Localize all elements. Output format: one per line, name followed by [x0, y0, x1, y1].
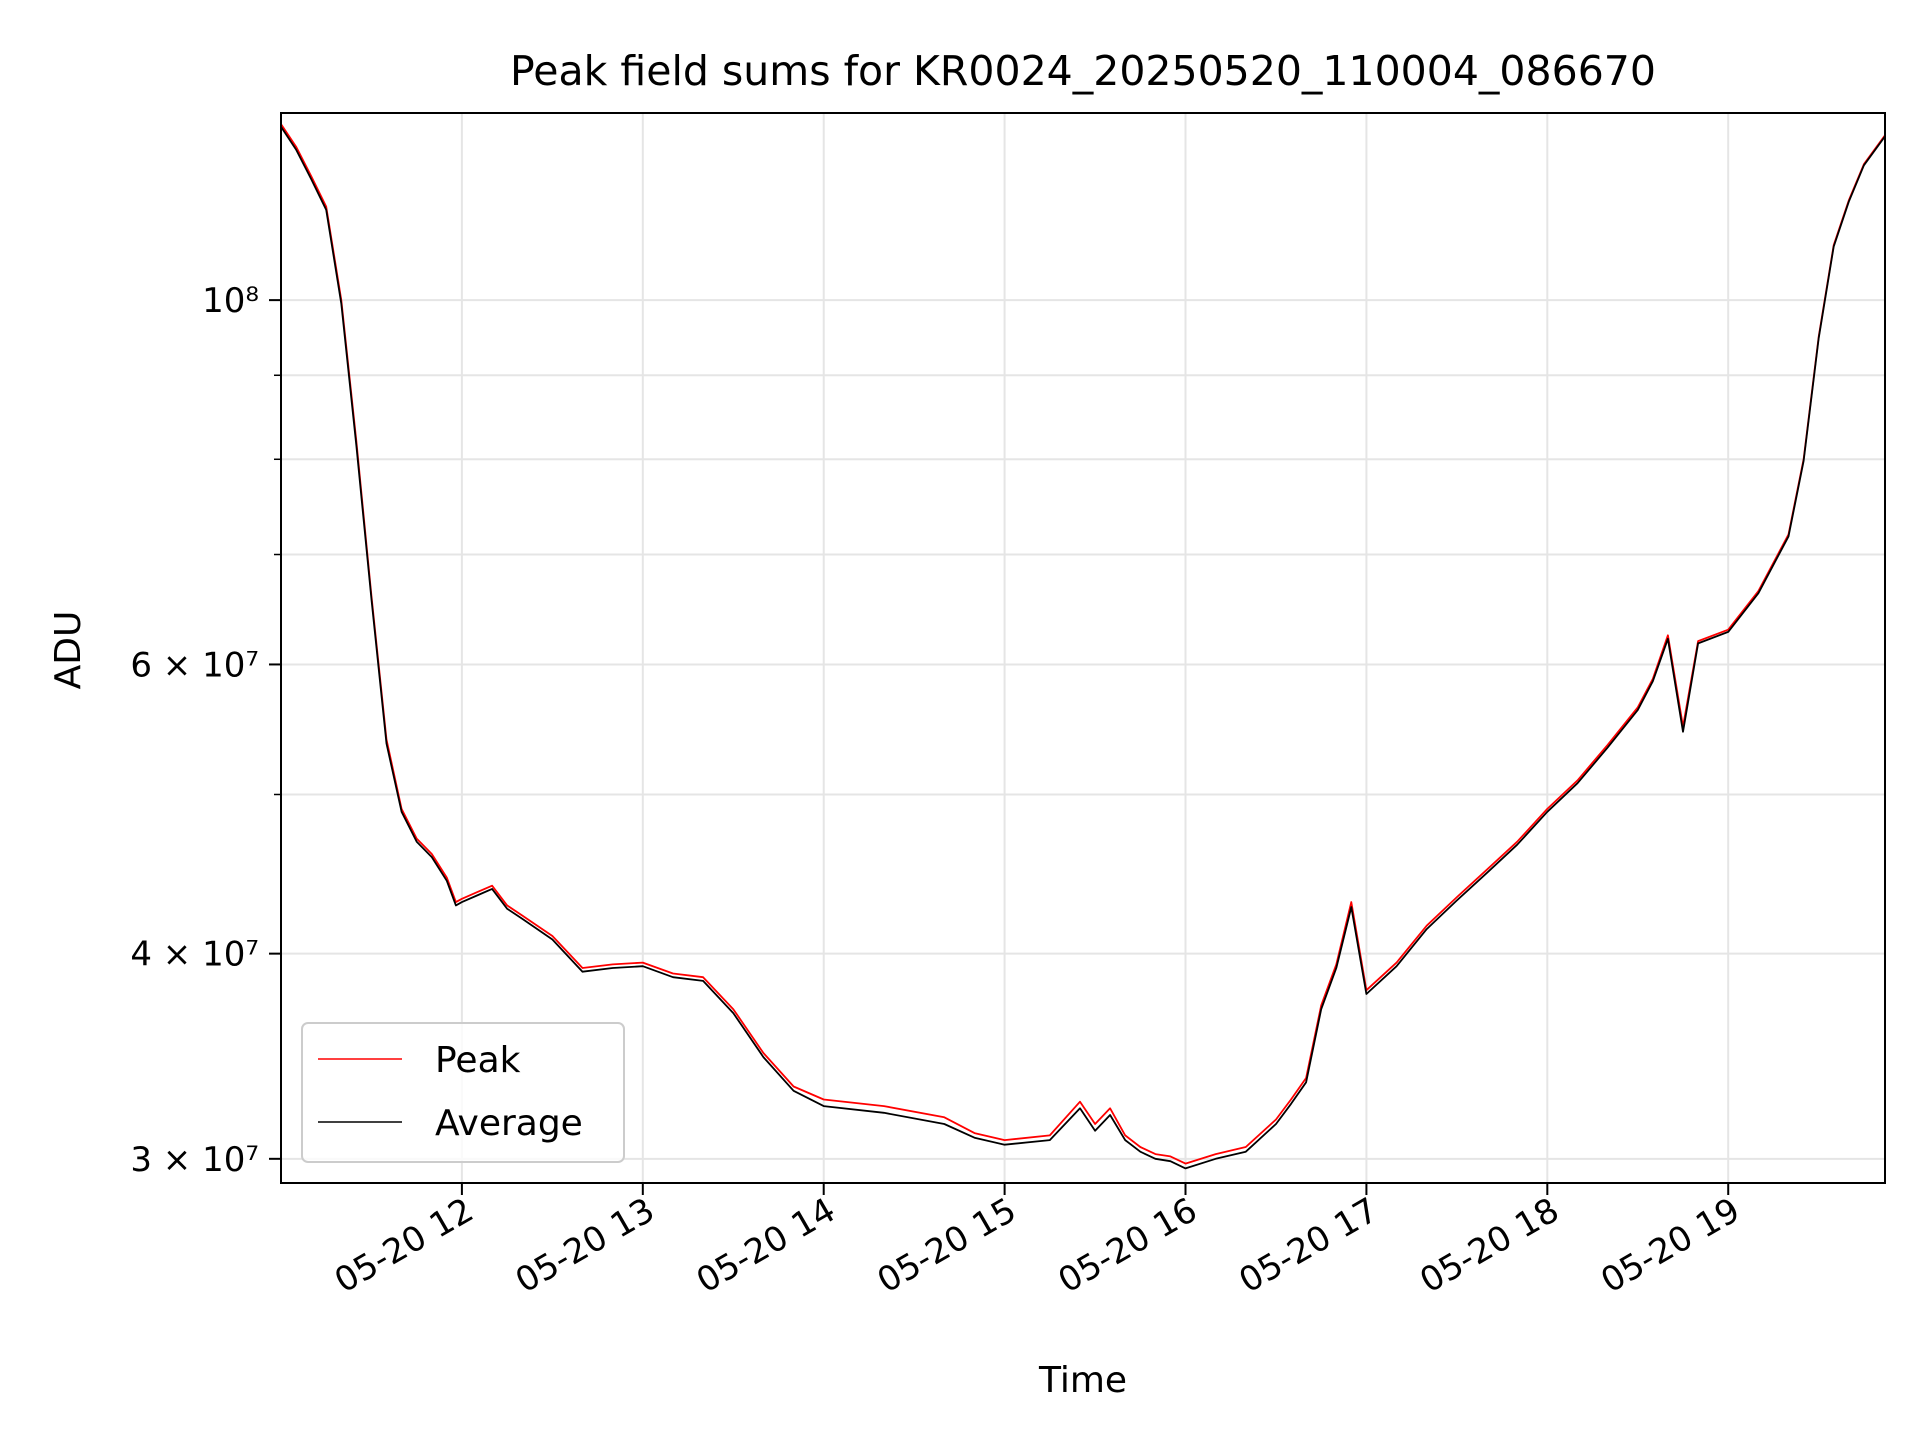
y-axis-label: ADU [48, 611, 89, 690]
legend-label-peak: Peak [435, 1040, 521, 1081]
series-layer [281, 123, 1885, 1170]
legend: Peak Average [301, 1022, 625, 1163]
plot-frame [280, 112, 1886, 1184]
y-tick-label: 4 × 10⁷ [130, 935, 259, 975]
x-axis-label: Time [1038, 1360, 1127, 1401]
legend-box [301, 1022, 625, 1163]
y-tick-label: 6 × 10⁷ [130, 645, 259, 685]
legend-label-average: Average [435, 1103, 583, 1144]
y-tick-label: 3 × 10⁷ [130, 1140, 259, 1180]
series-line-average [281, 126, 1885, 1170]
y-tick-label: 10⁸ [202, 281, 259, 321]
chart-title: Peak field sums for KR0024_20250520_1100… [510, 47, 1656, 95]
